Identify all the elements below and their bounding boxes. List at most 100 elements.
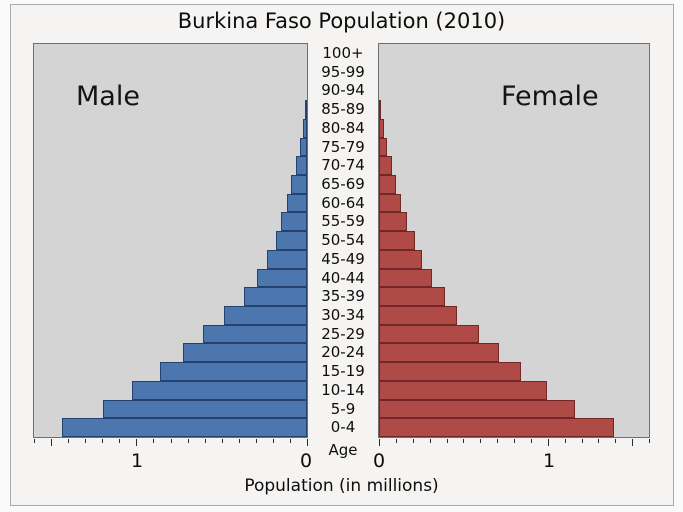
male-bar — [182, 343, 307, 363]
male-bar — [202, 324, 307, 344]
age-label: 60-64 — [321, 193, 365, 212]
age-label: 45-49 — [321, 249, 365, 268]
minor-tick-mark — [34, 439, 35, 443]
female-bar — [379, 249, 423, 269]
female-plot-area: Female — [379, 44, 649, 437]
age-label: 85-89 — [321, 100, 365, 119]
female-bar — [379, 156, 392, 175]
minor-tick-mark — [412, 439, 414, 443]
male-bar — [159, 362, 307, 381]
male-plot-area: Male — [34, 44, 307, 437]
male-bar — [132, 380, 307, 400]
age-label: 25-29 — [321, 324, 365, 343]
minor-tick-mark — [497, 439, 499, 443]
female-bar — [379, 380, 547, 400]
female-x-axis-ticks — [379, 439, 650, 448]
minor-tick-mark — [153, 439, 155, 443]
male-bar — [295, 156, 307, 175]
minor-tick-mark — [272, 439, 274, 443]
age-label: 70-74 — [321, 156, 365, 175]
minor-tick-mark — [564, 439, 566, 443]
age-label: 15-19 — [321, 362, 365, 381]
female-bar — [379, 324, 479, 344]
female-bar — [379, 362, 522, 381]
minor-tick-mark — [68, 439, 70, 443]
age-label: 95-99 — [321, 62, 365, 81]
female-bar — [379, 212, 407, 232]
minor-tick-mark — [170, 439, 172, 443]
female-panel-label: Female — [501, 81, 599, 112]
major-tick-mark — [547, 439, 549, 446]
x-axis-title: Population (in millions) — [244, 476, 439, 496]
male-bar — [267, 249, 307, 269]
minor-tick-mark — [204, 439, 206, 443]
male-x-axis-ticks — [34, 439, 308, 448]
female-bar — [379, 100, 382, 119]
age-label: 10-14 — [321, 380, 365, 399]
minor-tick-mark — [480, 439, 482, 443]
age-label: 30-34 — [321, 306, 365, 324]
male-bar — [276, 231, 307, 250]
age-label: 20-24 — [321, 343, 365, 362]
age-label: 55-59 — [321, 212, 365, 231]
minor-tick-mark — [238, 439, 240, 443]
male-bar — [62, 418, 307, 437]
minor-tick-mark — [530, 439, 532, 443]
male-bar — [305, 100, 307, 119]
major-tick-mark — [379, 439, 380, 446]
female-bar — [379, 231, 416, 250]
male-axis-tick-label-1: 1 — [130, 450, 144, 472]
age-label: 35-39 — [321, 287, 365, 306]
minor-tick-mark — [102, 439, 104, 443]
age-label: 80-84 — [321, 118, 365, 137]
minor-tick-mark — [119, 439, 121, 443]
age-label: 40-44 — [321, 268, 365, 287]
age-label: 100+ — [322, 44, 364, 62]
female-bar — [379, 193, 402, 213]
male-bar — [256, 268, 307, 288]
minor-tick-mark — [446, 439, 448, 443]
minor-tick-mark — [85, 439, 87, 443]
female-axis-tick-label-1: 1 — [542, 450, 556, 472]
minor-tick-mark — [463, 439, 465, 443]
minor-tick-mark — [615, 439, 617, 443]
female-axis-tick-label-0: 0 — [372, 450, 386, 472]
female-bar — [379, 118, 384, 138]
age-label: 50-54 — [321, 231, 365, 250]
female-bar — [379, 268, 432, 288]
male-panel: Male — [33, 43, 308, 438]
age-axis-title: Age — [328, 441, 358, 459]
age-axis-labels: 100+ 95-99 90-94 85-89 80-84 75-79 70-74 65-69 6… — [308, 43, 378, 438]
minor-tick-mark — [429, 439, 431, 443]
age-label: 5-9 — [330, 399, 356, 418]
male-panel-label: Male — [76, 81, 140, 112]
age-label: 90-94 — [321, 81, 365, 100]
major-tick-mark — [632, 439, 634, 446]
male-bar — [286, 193, 307, 213]
male-axis-tick-label-0: 0 — [299, 450, 313, 472]
age-label: 65-69 — [321, 175, 365, 193]
minor-tick-mark — [649, 439, 650, 443]
female-bar — [379, 175, 397, 194]
male-bar — [302, 118, 307, 138]
male-bar — [223, 306, 307, 325]
female-bar — [379, 306, 458, 325]
minor-tick-mark — [395, 439, 397, 443]
minor-tick-mark — [598, 439, 600, 443]
female-bar — [379, 137, 387, 157]
female-panel: Female — [378, 43, 650, 438]
male-bar — [291, 175, 307, 194]
minor-tick-mark — [289, 439, 291, 443]
chart-title: Burkina Faso Population (2010) — [177, 9, 506, 33]
minor-tick-mark — [514, 439, 515, 443]
male-bar — [102, 399, 307, 419]
minor-tick-mark — [581, 439, 583, 443]
major-tick-mark — [136, 439, 138, 446]
age-label: 0-4 — [330, 418, 356, 437]
minor-tick-mark — [221, 439, 223, 443]
age-label: 75-79 — [321, 137, 365, 156]
female-bar — [379, 287, 446, 306]
male-bar — [281, 212, 307, 232]
major-tick-mark — [51, 439, 53, 446]
